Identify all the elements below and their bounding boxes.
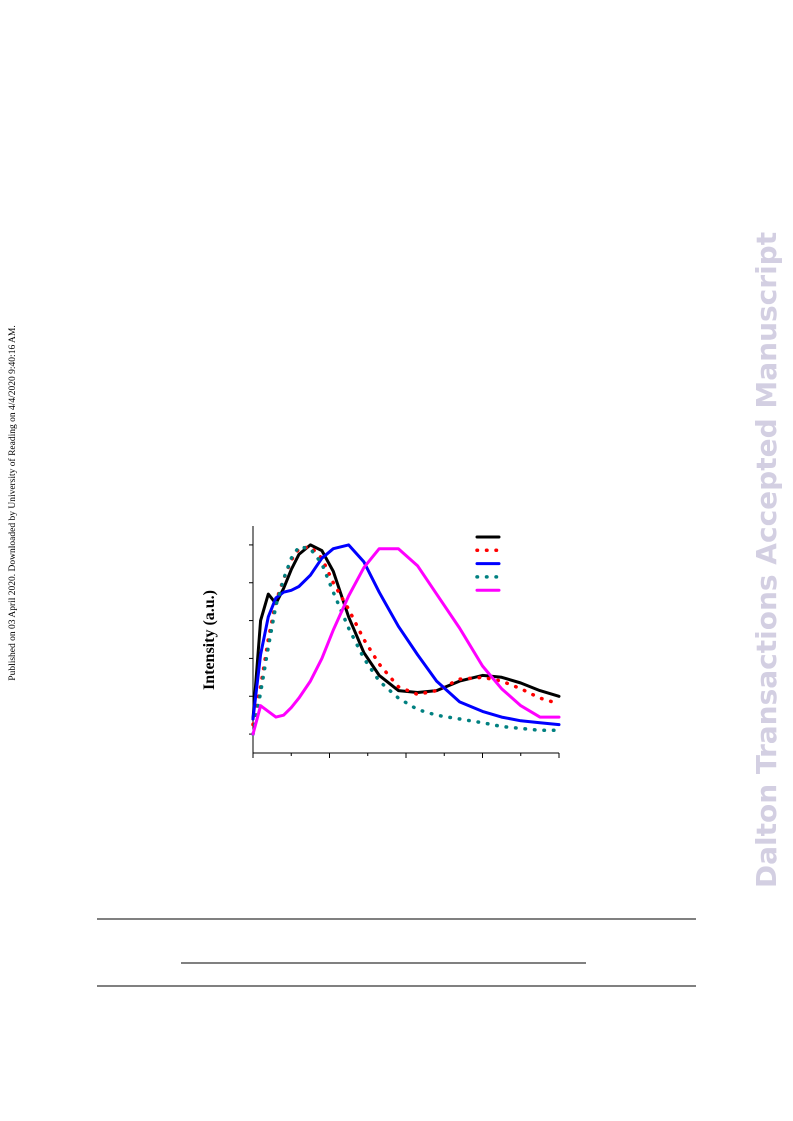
- watermark: Dalton Transactions Accepted Manuscript: [750, 232, 783, 888]
- series-line: [251, 543, 561, 721]
- y-axis-label: Intensity (a.u.): [201, 590, 218, 690]
- series-line: [251, 547, 561, 736]
- series-line: [251, 545, 561, 736]
- side-note: Published on 03 April 2020. Downloaded b…: [7, 325, 18, 680]
- series-line: [251, 545, 561, 727]
